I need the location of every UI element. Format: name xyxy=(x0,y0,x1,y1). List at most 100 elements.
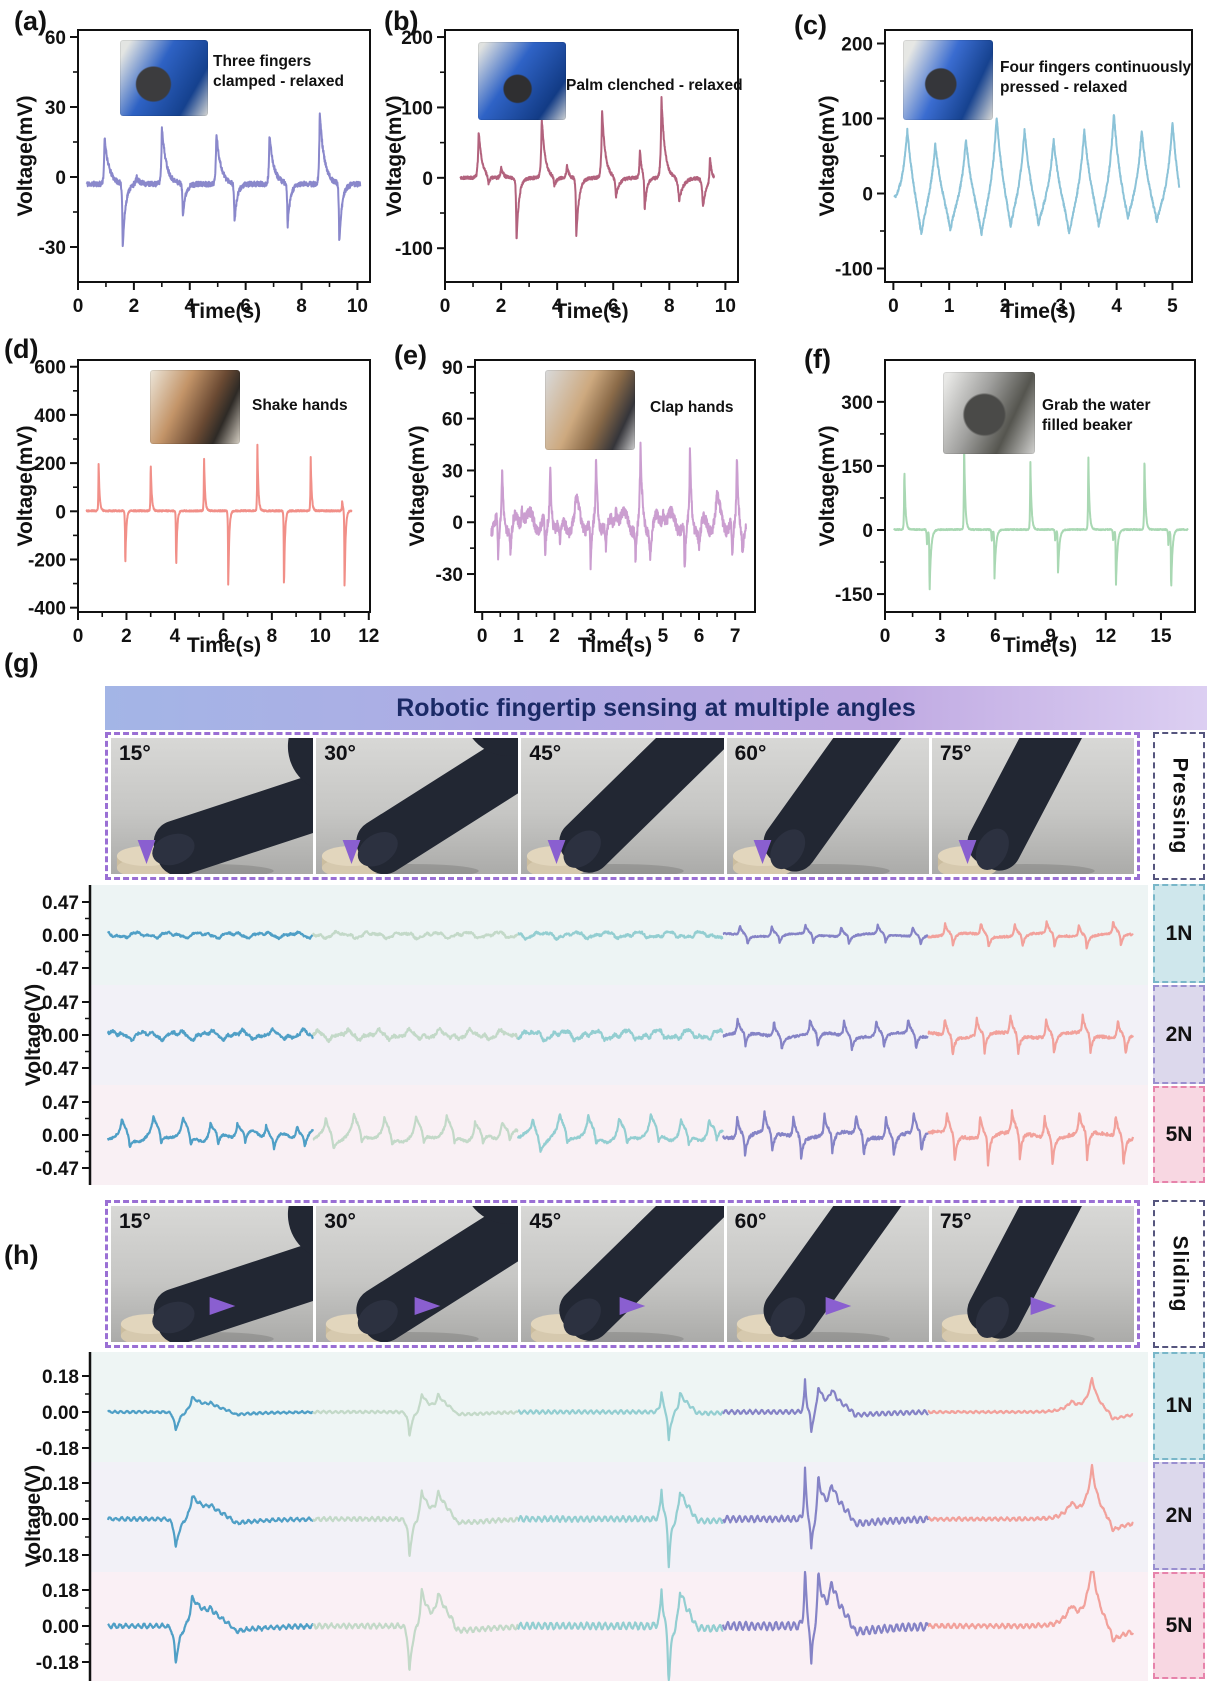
ylabel-h: Voltage(V) xyxy=(22,1464,45,1568)
xlabel-f: Time(s) xyxy=(1002,634,1078,657)
svg-text:0.47: 0.47 xyxy=(42,893,79,914)
svg-text:10: 10 xyxy=(347,296,368,317)
inset-photo-shake-hands xyxy=(150,370,240,444)
svg-text:9: 9 xyxy=(1045,626,1056,647)
svg-text:-0.18: -0.18 xyxy=(36,1653,79,1674)
ylabel-f: Voltage(mV) xyxy=(816,425,839,547)
xlabel-d: Time(s) xyxy=(186,634,262,657)
svg-text:2: 2 xyxy=(129,296,140,317)
svg-text:4: 4 xyxy=(621,626,632,647)
trace-g-2N-30° xyxy=(311,1026,519,1044)
panel-d-label: (d) xyxy=(4,334,39,364)
panel-g-label: (g) xyxy=(4,648,39,678)
angle-label: 45° xyxy=(529,742,562,765)
panel-h-plot: 0.18 0.00 -0.18 0.18 0.00 -0.18 0.18 0.00 -0.18 xyxy=(36,1352,1148,1681)
svg-text:30: 30 xyxy=(45,98,66,119)
svg-text:0: 0 xyxy=(73,626,84,647)
svg-text:0: 0 xyxy=(888,296,899,317)
trace-g-5N-45° xyxy=(516,1113,724,1153)
svg-text:-150: -150 xyxy=(835,585,873,606)
panel-g-plot: 0.47 0.00 -0.47 0.47 0.00 -0.47 0.47 0.00 -0.47 xyxy=(36,885,1148,1185)
inset-photo-clap-hands xyxy=(545,370,635,450)
h-mode-box: Sliding xyxy=(1153,1200,1205,1348)
svg-text:-30: -30 xyxy=(436,565,463,586)
svg-text:-0.47: -0.47 xyxy=(36,959,79,980)
svg-text:1: 1 xyxy=(513,626,524,647)
caption-f: Grab the water filled beaker xyxy=(1042,397,1151,435)
trace-g-5N-75° xyxy=(927,1109,1135,1167)
xlabel-b: Time(s) xyxy=(554,300,629,323)
trace-h-5N-15° xyxy=(107,1594,314,1664)
g-mode-label: Pressing xyxy=(1168,757,1191,855)
svg-text:0: 0 xyxy=(880,626,891,647)
trace-b xyxy=(459,96,716,240)
trace-d xyxy=(85,443,353,587)
trace-h-1N-75° xyxy=(927,1376,1134,1421)
svg-text:4: 4 xyxy=(552,296,563,317)
robot-finger-photo xyxy=(732,738,929,874)
panel-f-plot: 300 150 0 -150 0 3 6 9 12 15 xyxy=(835,359,1196,647)
svg-text:150: 150 xyxy=(841,457,873,478)
g-mode-box: Pressing xyxy=(1153,732,1205,880)
robot-finger-photo xyxy=(736,1206,929,1342)
xlabel-e: Time(s) xyxy=(577,634,653,657)
trace-g-1N-60° xyxy=(722,923,929,946)
svg-text:3: 3 xyxy=(585,626,596,647)
svg-text:6: 6 xyxy=(608,296,619,317)
svg-text:7: 7 xyxy=(730,626,741,647)
g-photo-45°: 45° xyxy=(521,738,724,874)
trace-h-1N-30° xyxy=(312,1392,519,1437)
panel-f-label: (f) xyxy=(804,344,831,374)
svg-text:12: 12 xyxy=(358,626,379,647)
panel-b-label: (b) xyxy=(384,6,419,36)
trace-g-2N-45° xyxy=(516,1027,724,1043)
g-photo-60°: 60° xyxy=(726,738,929,874)
svg-text:0: 0 xyxy=(477,626,488,647)
trace-g-5N-15° xyxy=(106,1115,315,1151)
angle-label: 75° xyxy=(939,742,972,765)
svg-text:0.00: 0.00 xyxy=(42,1617,79,1638)
panel-e-label: (e) xyxy=(394,340,427,370)
g-force-1n: 1N xyxy=(1153,884,1205,983)
trace-e xyxy=(490,441,747,571)
svg-text:0: 0 xyxy=(422,169,433,190)
xlabel-c: Time(s) xyxy=(1001,300,1076,323)
h-force-2n: 2N xyxy=(1153,1462,1205,1570)
h-mode-label: Sliding xyxy=(1168,1235,1191,1313)
h-photo-75°: 75° xyxy=(931,1206,1135,1342)
svg-text:0: 0 xyxy=(55,502,66,523)
trace-c xyxy=(893,114,1181,237)
svg-text:0: 0 xyxy=(55,168,66,189)
robot-finger-photo xyxy=(941,1206,1121,1342)
svg-text:3: 3 xyxy=(1056,296,1067,317)
trace-g-2N-60° xyxy=(722,1017,929,1052)
ylabel-c: Voltage(mV) xyxy=(816,95,839,217)
g-header-title: Robotic fingertip sensing at multiple an… xyxy=(396,693,916,722)
trace-h-2N-30° xyxy=(312,1489,519,1557)
svg-text:-200: -200 xyxy=(28,550,66,571)
svg-text:3: 3 xyxy=(935,626,946,647)
svg-text:2: 2 xyxy=(549,626,560,647)
g-photo-strip: 15° 30° 45° 60° 75° xyxy=(105,732,1140,880)
caption-a: Three fingers clamped - relaxed xyxy=(213,53,344,91)
robot-finger-photo xyxy=(120,1206,314,1342)
svg-text:-0.47: -0.47 xyxy=(36,1059,79,1080)
svg-text:0.00: 0.00 xyxy=(42,1126,79,1147)
svg-text:300: 300 xyxy=(841,393,873,414)
svg-text:0.18: 0.18 xyxy=(42,1474,79,1495)
trace-h-1N-45° xyxy=(517,1391,724,1442)
svg-text:60: 60 xyxy=(45,28,66,49)
svg-text:0.18: 0.18 xyxy=(42,1581,79,1602)
panel-c-label: (c) xyxy=(794,10,827,40)
svg-text:0.47: 0.47 xyxy=(42,1093,79,1114)
angle-label: 15° xyxy=(119,1210,151,1233)
robot-finger-photo xyxy=(326,1206,519,1342)
inset-photo-four-fingers xyxy=(903,40,993,120)
caption-b: Palm clenched - relaxed xyxy=(566,77,743,94)
svg-text:2: 2 xyxy=(121,626,132,647)
angle-label: 75° xyxy=(939,1210,972,1233)
h-photo-strip: 15° 30° 45° 60° 75° xyxy=(105,1200,1140,1348)
inset-photo-three-fingers xyxy=(120,40,208,116)
